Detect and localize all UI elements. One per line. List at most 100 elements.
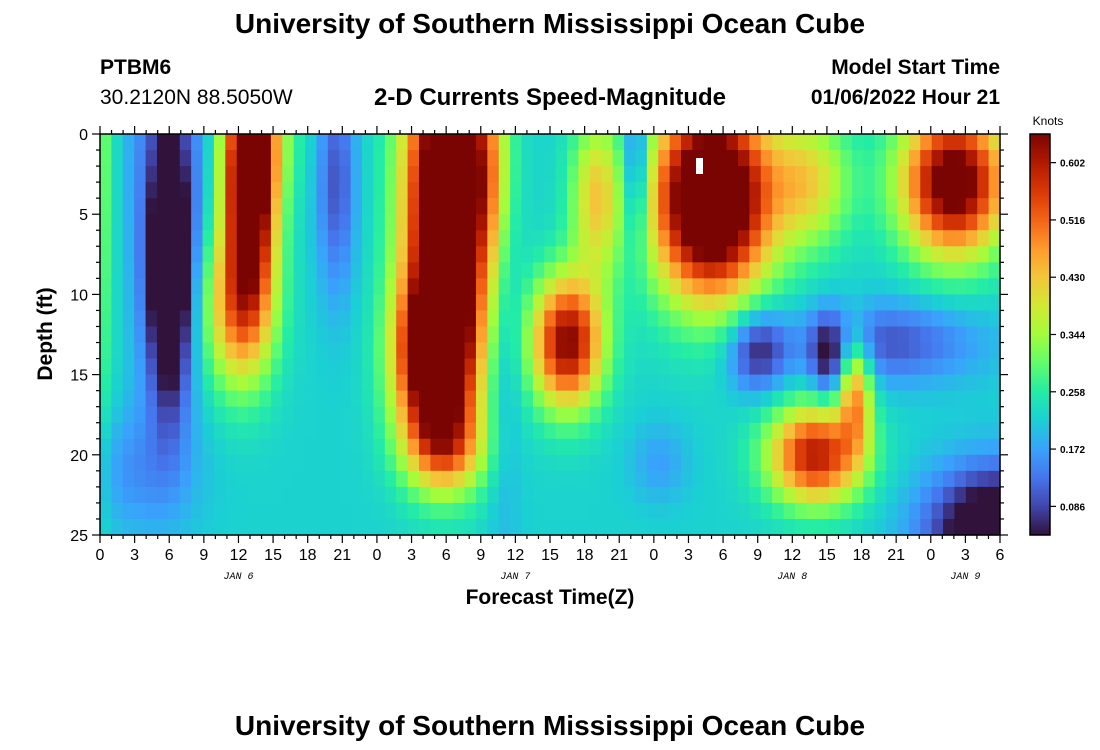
- heatmap-cell: [737, 390, 750, 408]
- heatmap-cell: [692, 454, 705, 472]
- heatmap-cell: [282, 166, 295, 183]
- heatmap-cell: [692, 518, 705, 536]
- heatmap-cell: [396, 342, 409, 360]
- heatmap-cell: [327, 454, 340, 472]
- heatmap-cell: [362, 294, 375, 312]
- heatmap-cell: [715, 134, 728, 151]
- heatmap-cell: [920, 294, 933, 312]
- heatmap-cell: [418, 518, 431, 536]
- heatmap-cell: [100, 518, 112, 536]
- heatmap-cell: [612, 422, 625, 440]
- x-tick-label: 6: [719, 547, 728, 564]
- heatmap-cell: [555, 390, 568, 408]
- heatmap-cell: [612, 342, 625, 360]
- heatmap-cell: [965, 486, 978, 504]
- heatmap-cell: [259, 470, 272, 488]
- heatmap-cell: [430, 294, 443, 312]
- heatmap-cell: [806, 214, 819, 231]
- heatmap-cell: [829, 470, 842, 488]
- date-label: JAN 6: [223, 572, 253, 583]
- heatmap-cell: [874, 198, 887, 215]
- heatmap-cell: [624, 182, 637, 199]
- heatmap-cell: [635, 470, 648, 488]
- heatmap-cell: [487, 406, 500, 424]
- heatmap-cell: [430, 502, 443, 520]
- heatmap-cell: [145, 342, 158, 360]
- heatmap-cell: [156, 214, 169, 231]
- heatmap-cell: [498, 374, 511, 392]
- heatmap-cell: [339, 406, 352, 424]
- heatmap-cell: [327, 390, 340, 408]
- heatmap-cell: [555, 134, 568, 151]
- heatmap-cell: [601, 342, 614, 360]
- heatmap-cell: [248, 358, 261, 376]
- heatmap-cell: [874, 182, 887, 199]
- heatmap-cell: [954, 198, 967, 215]
- heatmap-cell: [339, 390, 352, 408]
- heatmap-cell: [977, 262, 990, 279]
- heatmap-cell: [646, 470, 659, 488]
- heatmap-cell: [681, 326, 693, 344]
- x-tick-label: 21: [333, 547, 351, 564]
- heatmap-cell: [555, 294, 568, 312]
- heatmap-cell: [441, 134, 454, 151]
- heatmap-cell: [487, 374, 500, 392]
- heatmap-cell: [305, 326, 318, 344]
- heatmap-cell: [544, 230, 557, 247]
- heatmap-cell: [737, 310, 750, 328]
- heatmap-cell: [327, 246, 340, 263]
- heatmap-cell: [555, 310, 568, 328]
- heatmap-cell: [293, 246, 306, 263]
- heatmap-cell: [806, 438, 819, 456]
- heatmap-cell: [191, 198, 204, 215]
- heatmap-cell: [282, 454, 295, 472]
- heatmap-cell: [430, 342, 443, 360]
- heatmap-cell: [589, 390, 602, 408]
- heatmap-cell: [202, 342, 215, 360]
- heatmap-cell: [453, 310, 466, 328]
- heatmap-cell: [453, 342, 466, 360]
- heatmap-cell: [567, 390, 580, 408]
- heatmap-cell: [863, 294, 876, 312]
- heatmap-cell: [920, 326, 933, 344]
- x-tick-label: 18: [853, 547, 871, 564]
- heatmap-cell: [100, 470, 112, 488]
- heatmap-cell: [384, 390, 397, 408]
- heatmap-cell: [316, 230, 329, 247]
- heatmap-cell: [418, 406, 431, 424]
- heatmap-cell: [681, 390, 693, 408]
- heatmap-cell: [840, 454, 853, 472]
- heatmap-cell: [567, 358, 580, 376]
- heatmap-cell: [293, 438, 306, 456]
- heatmap-cell: [498, 502, 511, 520]
- heatmap-cell: [601, 438, 614, 456]
- heatmap-cell: [225, 166, 238, 183]
- heatmap-cell: [213, 502, 226, 520]
- heatmap-cell: [521, 422, 534, 440]
- heatmap-cell: [635, 438, 648, 456]
- heatmap-cell: [977, 422, 990, 440]
- heatmap-cell: [475, 390, 488, 408]
- heatmap-cell: [100, 502, 112, 520]
- heatmap-cell: [521, 326, 534, 344]
- heatmap-cell: [646, 486, 659, 504]
- heatmap-cell: [191, 486, 204, 504]
- heatmap-cell: [874, 134, 887, 151]
- y-tick-label: 20: [70, 448, 88, 465]
- heatmap-cell: [396, 326, 409, 344]
- heatmap-cell: [612, 470, 625, 488]
- heatmap-cell: [532, 438, 545, 456]
- heatmap-cell: [669, 166, 682, 183]
- heatmap-cell: [726, 342, 739, 360]
- x-tick-label: 18: [299, 547, 317, 564]
- heatmap-cell: [829, 198, 842, 215]
- heatmap-cell: [863, 454, 876, 472]
- heatmap-cell: [168, 470, 181, 488]
- heatmap-cell: [316, 374, 329, 392]
- heatmap-cell: [954, 342, 967, 360]
- heatmap-cell: [384, 326, 397, 344]
- heatmap-cell: [977, 198, 990, 215]
- heatmap-cell: [510, 518, 523, 536]
- heatmap-cell: [783, 438, 796, 456]
- y-tick-label: 15: [70, 368, 88, 385]
